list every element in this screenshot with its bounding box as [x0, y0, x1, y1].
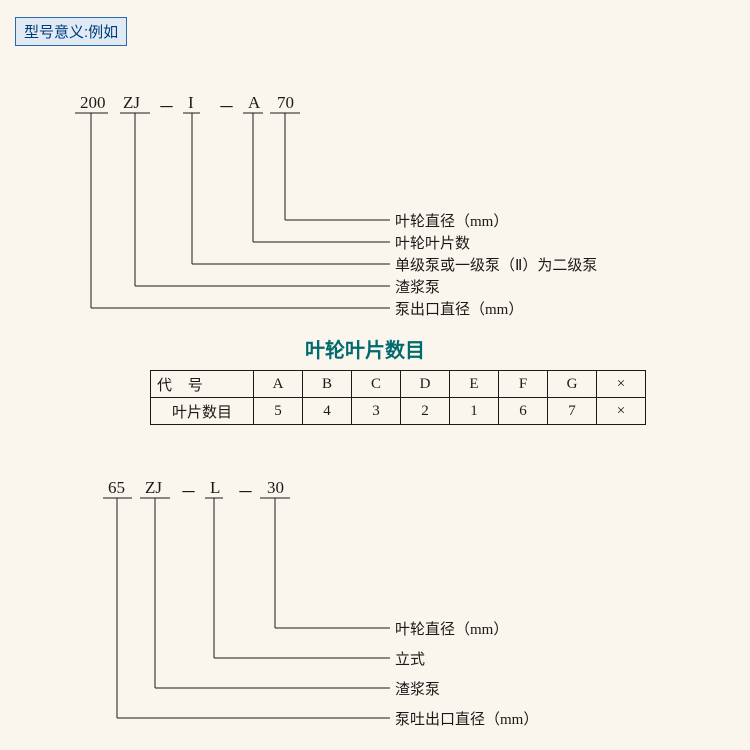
table-header-count: 叶片数目 — [151, 398, 254, 425]
table-cell: B — [303, 371, 352, 398]
diagram-label: 叶轮叶片数 — [395, 232, 470, 253]
model-part: ZJ — [123, 93, 140, 113]
blade-table: 代 号ABCDEFG× 叶片数目5432167× — [150, 370, 646, 425]
model-part: 70 — [277, 93, 294, 113]
header-badge: 型号意义:例如 — [15, 17, 127, 46]
table-cell: F — [499, 371, 548, 398]
table-cell: 5 — [254, 398, 303, 425]
table-cell: 7 — [548, 398, 597, 425]
table-cell: 2 — [401, 398, 450, 425]
table-cell: G — [548, 371, 597, 398]
model-part: A — [248, 93, 260, 113]
table-cell: E — [450, 371, 499, 398]
model-part: 200 — [80, 93, 106, 113]
table-cell: × — [597, 398, 646, 425]
section-title: 叶轮叶片数目 — [305, 334, 425, 363]
model-part: － — [237, 478, 254, 503]
model-part: I — [188, 93, 194, 113]
diagram-label: 渣浆泵 — [395, 678, 440, 699]
diagram-label: 叶轮直径（mm） — [395, 618, 508, 639]
diagram-label: 泵吐出口直径（mm） — [395, 708, 538, 729]
diagram-label: 单级泵或一级泵（Ⅱ）为二级泵 — [395, 254, 597, 275]
table-cell: 1 — [450, 398, 499, 425]
table-header-code: 代 号 — [151, 371, 254, 398]
table-cell: × — [597, 371, 646, 398]
diagram1-lines — [0, 0, 750, 330]
table-cell: 4 — [303, 398, 352, 425]
model-part: － — [158, 93, 175, 118]
model-part: L — [210, 478, 220, 498]
diagram-label: 渣浆泵 — [395, 276, 440, 297]
table-cell: C — [352, 371, 401, 398]
model-part: ZJ — [145, 478, 162, 498]
diagram-label: 立式 — [395, 648, 425, 669]
table-cell: D — [401, 371, 450, 398]
model-part: － — [218, 93, 235, 118]
model-part: － — [180, 478, 197, 503]
table-cell: 3 — [352, 398, 401, 425]
diagram-label: 泵出口直径（mm） — [395, 298, 523, 319]
diagram-label: 叶轮直径（mm） — [395, 210, 508, 231]
model-part: 65 — [108, 478, 125, 498]
model-part: 30 — [267, 478, 284, 498]
table-cell: A — [254, 371, 303, 398]
table-cell: 6 — [499, 398, 548, 425]
